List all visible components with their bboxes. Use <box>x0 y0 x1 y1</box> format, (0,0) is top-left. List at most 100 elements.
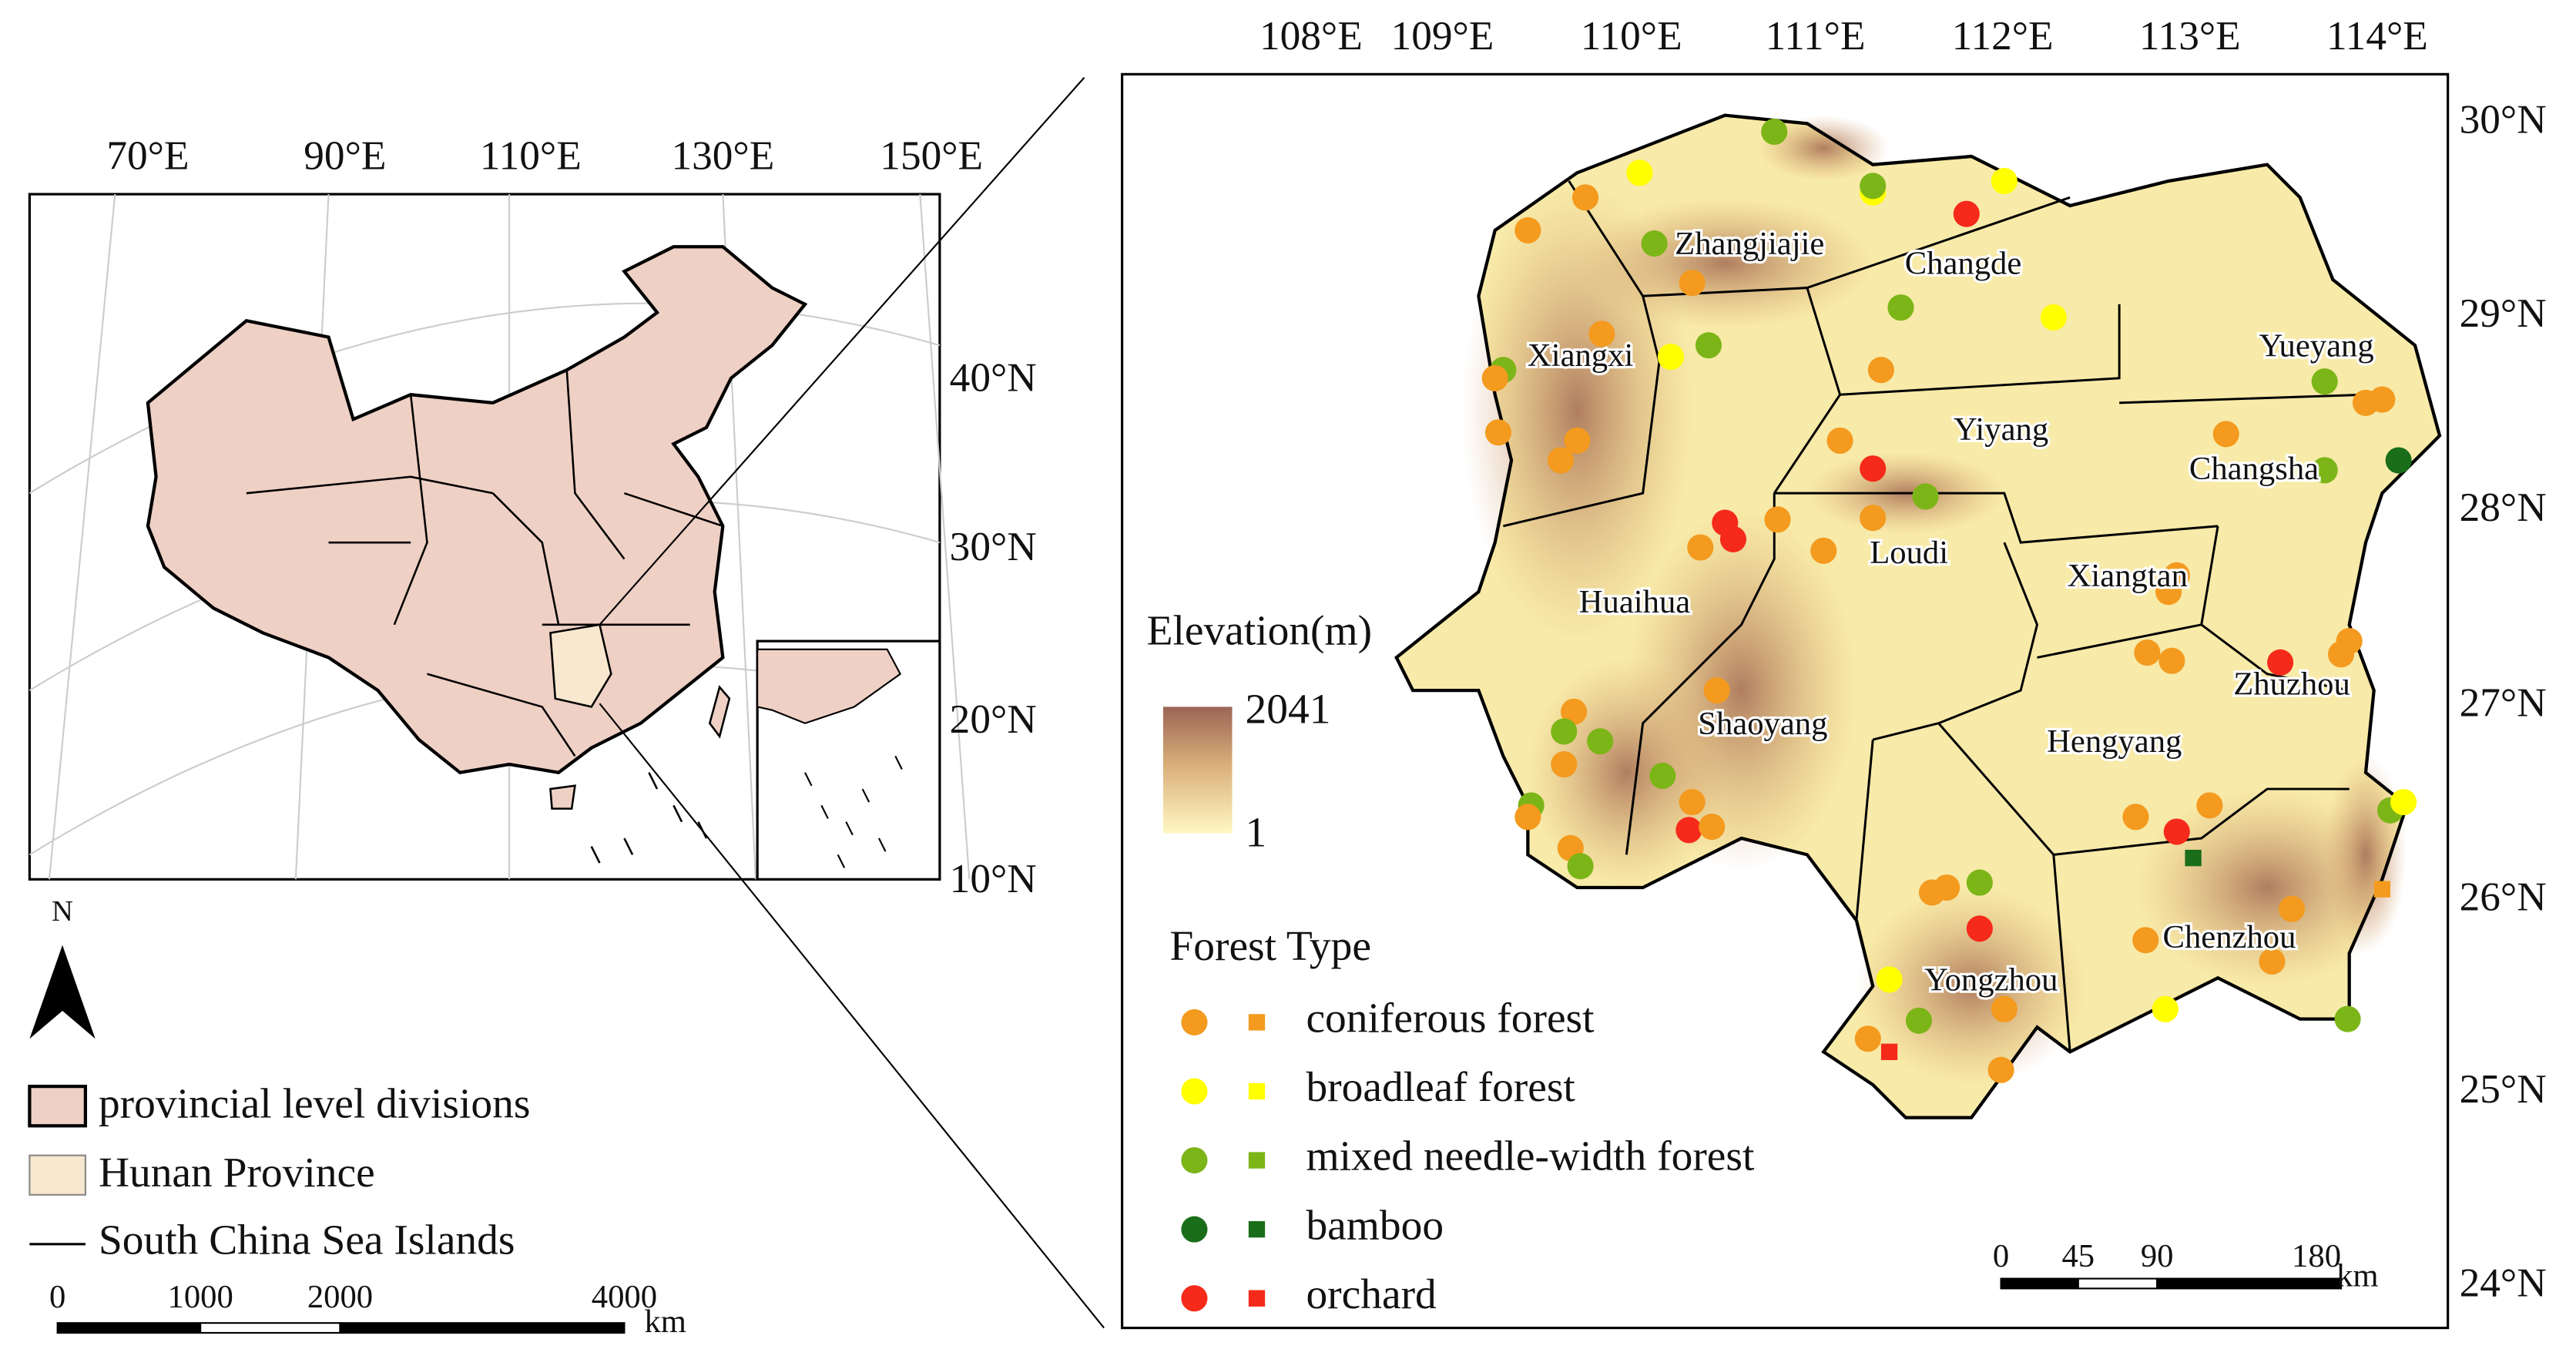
lon-label: 110°E <box>480 132 582 178</box>
city-border <box>1625 493 1776 855</box>
site-marker <box>1699 814 1726 841</box>
city-label: Changsha <box>2189 451 2319 487</box>
legend-square <box>1248 1014 1266 1031</box>
site-marker <box>1561 698 1588 725</box>
terrain-shade <box>1757 115 1890 181</box>
legend-label: South China Sea Islands <box>99 1217 515 1264</box>
scale-label: 45 <box>2061 1238 2095 1274</box>
site-marker <box>1481 364 1508 391</box>
site-marker <box>1905 1007 1932 1034</box>
north-label: N <box>52 895 73 928</box>
island-line <box>673 804 683 823</box>
scale-segment <box>2077 1277 2158 1290</box>
island-line <box>804 772 813 787</box>
site-marker <box>1987 1056 2014 1083</box>
site-marker <box>1551 718 1578 745</box>
site-marker <box>1547 447 1575 474</box>
lon-label: 110°E <box>1581 12 1682 59</box>
island-line <box>894 755 903 770</box>
lon-label: 70°E <box>106 132 189 178</box>
site-marker <box>1887 294 1914 321</box>
site-marker <box>1854 1025 1881 1052</box>
site-marker <box>1679 270 1706 297</box>
site-marker <box>1626 159 1653 186</box>
island-line <box>648 772 659 790</box>
city-border <box>1774 492 2219 544</box>
hunan-province <box>549 623 612 708</box>
site-marker <box>1764 506 1791 533</box>
province-border <box>491 492 560 626</box>
site-marker <box>1695 332 1722 359</box>
island-line <box>845 821 854 836</box>
legend-swatch <box>28 1084 88 1128</box>
city-label: Chenzhou <box>2163 919 2296 955</box>
city-label: Xiangxi <box>1528 337 1634 374</box>
legend-square <box>1248 1220 1266 1238</box>
province-border <box>624 492 723 528</box>
scale-segment <box>200 1322 341 1334</box>
inset-land <box>756 648 902 724</box>
legend-label: Hunan Province <box>99 1149 375 1196</box>
lon-label: 114°E <box>2326 12 2428 59</box>
site-marker <box>1912 483 1939 510</box>
legend-circle <box>1181 1216 1208 1243</box>
site-marker <box>1953 200 1980 227</box>
lat-label: 28°N <box>2460 484 2547 530</box>
site-marker <box>1649 762 1676 790</box>
lon-label: 109°E <box>1391 12 1494 59</box>
elevation-min: 1 <box>1246 809 1267 856</box>
hainan <box>549 784 576 810</box>
scale-label: 2000 <box>307 1279 373 1315</box>
site-marker <box>1587 728 1614 755</box>
legend-square <box>1248 1082 1266 1100</box>
scale-segment <box>56 1322 202 1334</box>
taiwan <box>708 685 731 739</box>
site-marker <box>1551 751 1578 778</box>
site-marker <box>2311 368 2338 395</box>
city-border <box>1806 196 2071 290</box>
site-marker <box>2152 995 2179 1022</box>
lon-label: 150°E <box>880 132 983 178</box>
lon-label: 90°E <box>304 132 386 178</box>
site-marker <box>1719 525 1747 552</box>
site-marker <box>1966 915 1993 942</box>
site-marker <box>2390 789 2417 816</box>
site-marker <box>2311 457 2338 484</box>
lon-label: 108°E <box>1259 12 1363 59</box>
site-marker <box>2163 818 2190 845</box>
city-label: Hengyang <box>2047 723 2182 760</box>
province-border <box>565 370 626 560</box>
legend-label: provincial level divisions <box>99 1080 530 1127</box>
city-border <box>2119 393 2366 404</box>
legend-swatch <box>29 1154 86 1196</box>
site-marker <box>1876 966 1903 993</box>
site-marker <box>1514 216 1541 244</box>
legend-circle <box>1181 1146 1208 1174</box>
lat-label: 27°N <box>2460 680 2547 726</box>
island-line <box>861 788 870 803</box>
site-marker <box>2155 579 2182 606</box>
site-marker <box>1588 321 1615 347</box>
scale-segment <box>2000 1277 2079 1290</box>
lat-label: 30°N <box>950 523 1037 569</box>
site-marker <box>2196 792 2223 819</box>
site-marker <box>1991 167 2018 195</box>
legend-circle <box>1181 1009 1208 1035</box>
forest-title: Forest Type <box>1169 922 1371 969</box>
site-marker <box>2132 927 2159 954</box>
site-marker <box>1860 505 1887 532</box>
lat-label: 30°N <box>2460 96 2547 143</box>
site-marker <box>1703 677 1730 704</box>
scale-label: 90 <box>2141 1238 2174 1274</box>
scale-unit: km <box>2336 1257 2379 1294</box>
city-label: Zhangjiajie <box>1675 226 1824 262</box>
site-marker <box>1761 118 1788 146</box>
lat-label: 20°N <box>950 696 1037 742</box>
city-label: Zhuzhou <box>2233 666 2350 703</box>
site-marker <box>1571 184 1599 211</box>
site-marker <box>2278 895 2306 922</box>
city-border <box>1872 542 2039 741</box>
site-marker <box>2122 804 2149 831</box>
island-line <box>878 837 887 852</box>
site-marker <box>2369 386 2396 413</box>
